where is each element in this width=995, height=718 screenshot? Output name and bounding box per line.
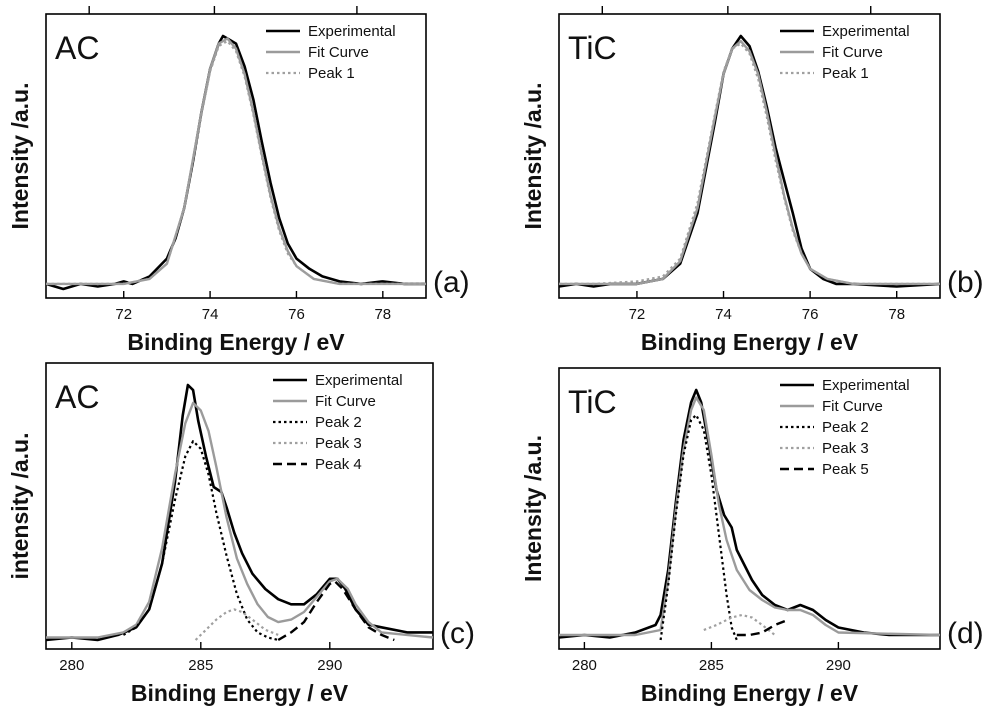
series-line-experimental <box>558 388 940 639</box>
plot-frame <box>45 362 434 650</box>
legend-label: Experimental <box>315 372 403 389</box>
legend-label: Peak 1 <box>308 65 355 82</box>
series-line-fit-curve <box>46 401 434 639</box>
series-line-peak-4 <box>277 580 395 642</box>
x-tick-label: 76 <box>802 306 819 323</box>
sample-label: AC <box>55 379 99 415</box>
x-axis-title: Binding Energy / eV <box>131 680 349 706</box>
series-line-peak-3 <box>703 613 776 636</box>
x-tick-label: 78 <box>374 306 391 323</box>
x-tick-label: 290 <box>317 657 342 674</box>
sample-label: TiC <box>568 30 617 66</box>
legend-label: Fit Curve <box>822 44 883 61</box>
x-tick-label: 280 <box>572 657 597 674</box>
legend-label: Experimental <box>308 23 396 40</box>
series-line-peak-1 <box>46 40 426 285</box>
legend-label: Peak 4 <box>315 456 362 473</box>
y-axis-title: Intensity /a.u. <box>7 83 33 230</box>
legend-label: Fit Curve <box>308 44 369 61</box>
legend-label: Experimental <box>822 377 910 394</box>
series-line-fit-curve <box>559 396 941 637</box>
panel-a: 72 74 76 78 Experimental Fit Curve Peak 1 AC (a)… <box>7 6 470 355</box>
y-axis-title: Intensity /a.u. <box>520 435 546 582</box>
panel-tag: (a) <box>433 266 470 299</box>
x-tick-label: 74 <box>715 306 732 323</box>
series-line-peak-2 <box>122 440 279 642</box>
legend-label: Peak 3 <box>315 435 362 452</box>
legend-label: Fit Curve <box>822 398 883 415</box>
y-axis-title: intensity /a.u. <box>7 433 33 580</box>
legend-label: Peak 3 <box>822 440 869 457</box>
x-tick-label: 78 <box>888 306 905 323</box>
series-line-peak-2 <box>659 413 738 641</box>
x-axis-title: Binding Energy / eV <box>641 329 859 355</box>
panel-d: 280 285 290 Experimental Fit Curve Peak 2 Peak… <box>520 367 984 706</box>
panel-tag: (d) <box>947 617 984 650</box>
sample-label: TiC <box>568 384 617 420</box>
x-tick-label: 285 <box>699 657 724 674</box>
panel-b: 72 74 76 78 Experimental Fit Curve Peak 1 TiC (b… <box>520 6 984 355</box>
sample-label: AC <box>55 30 99 66</box>
series-line-experimental <box>558 34 941 288</box>
legend-label: Experimental <box>822 23 910 40</box>
plot-frame <box>558 13 941 299</box>
panel-tag: (b) <box>947 266 984 299</box>
series-line-peak-3 <box>194 608 279 641</box>
legend-label: Peak 2 <box>822 419 869 436</box>
x-tick-label: 72 <box>629 306 646 323</box>
panel-tag: (c) <box>440 617 475 650</box>
plot-frame <box>45 13 427 299</box>
series-line-fit-curve <box>559 39 940 286</box>
series-line-fit-curve <box>46 37 426 286</box>
plot-frame <box>558 367 941 650</box>
legend-label: Fit Curve <box>315 393 376 410</box>
x-tick-label: 76 <box>288 306 305 323</box>
panel-c: 280 285 290 Experimental Fit Curve Peak 2 Peak… <box>7 362 475 706</box>
series-line-experimental <box>45 34 426 291</box>
x-axis-title: Binding Energy / eV <box>127 329 345 355</box>
series-line-peak-5 <box>736 618 789 637</box>
series-line-peak-1 <box>559 42 940 285</box>
x-tick-label: 280 <box>59 657 84 674</box>
x-tick-label: 285 <box>188 657 213 674</box>
x-tick-label: 290 <box>826 657 851 674</box>
legend-label: Peak 2 <box>315 414 362 431</box>
x-tick-label: 72 <box>115 306 132 323</box>
x-axis-title: Binding Energy / eV <box>641 680 859 706</box>
legend-label: Peak 5 <box>822 461 869 478</box>
legend-label: Peak 1 <box>822 65 869 82</box>
x-tick-label: 74 <box>202 306 219 323</box>
y-axis-title: Intensity /a.u. <box>520 83 546 230</box>
